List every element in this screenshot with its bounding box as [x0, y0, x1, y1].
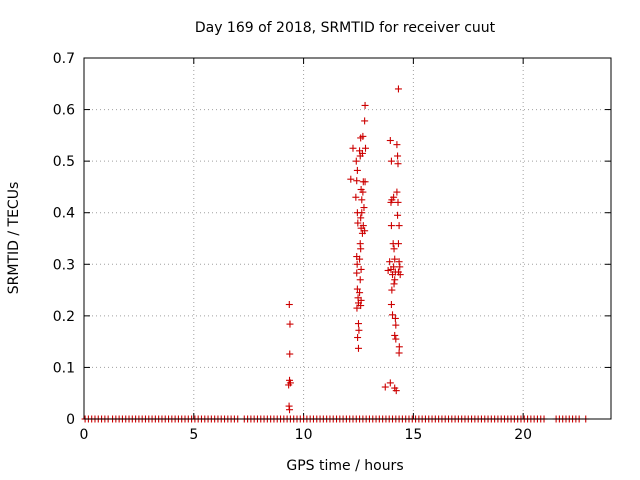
data-point	[286, 379, 294, 387]
data-point	[356, 276, 364, 284]
data-point	[393, 188, 401, 196]
data-point	[395, 343, 403, 351]
data-point	[356, 255, 364, 263]
x-tick-label: 0	[80, 427, 89, 443]
data-point	[386, 137, 394, 145]
y-axis-label: SRMTID / TECUs	[6, 182, 22, 295]
data-point	[353, 166, 361, 174]
data-point	[391, 331, 399, 339]
data-point	[391, 384, 399, 392]
data-point	[354, 320, 362, 328]
data-point	[357, 245, 365, 253]
data-point	[393, 141, 401, 149]
plot-frame	[83, 57, 612, 420]
data-point	[391, 314, 399, 322]
data-point	[392, 335, 400, 343]
data-point	[386, 379, 394, 387]
x-axis-label: GPS time / hours	[286, 458, 403, 474]
data-point	[390, 263, 398, 271]
x-tick-label: 20	[514, 427, 532, 443]
y-tick-label: 0.5	[53, 154, 75, 170]
data-point	[394, 152, 402, 160]
data-point	[357, 265, 365, 273]
y-tick-label: 0.7	[53, 51, 75, 67]
data-point	[358, 209, 366, 217]
y-tick-label: 0	[66, 412, 75, 428]
x-tick-label: 10	[295, 427, 313, 443]
data-point	[361, 178, 369, 186]
data-point	[358, 196, 366, 204]
data-point	[386, 258, 394, 266]
data-point	[390, 245, 398, 253]
data-point	[360, 204, 368, 212]
data-points	[81, 85, 590, 423]
data-point	[390, 280, 398, 288]
data-point	[394, 198, 402, 206]
x-tick-label: 15	[404, 427, 422, 443]
data-point	[388, 286, 396, 294]
data-point	[347, 175, 355, 183]
data-point	[352, 157, 360, 165]
data-point	[354, 334, 362, 342]
data-point	[396, 271, 404, 279]
data-point	[361, 117, 369, 125]
data-point	[286, 320, 294, 328]
data-point	[390, 193, 398, 201]
data-point	[359, 132, 367, 140]
data-point	[396, 263, 404, 271]
data-point	[394, 85, 402, 93]
y-tick-label: 0.2	[53, 309, 75, 325]
data-point	[285, 301, 293, 309]
chart-title: Day 169 of 2018, SRMTID for receiver cuu…	[195, 20, 496, 36]
data-point	[355, 326, 363, 334]
data-point	[286, 350, 294, 358]
y-tick-label: 0.3	[53, 257, 75, 273]
axis-ticks	[83, 57, 611, 420]
data-point	[357, 214, 365, 222]
data-point	[395, 349, 403, 357]
data-point	[353, 177, 361, 185]
data-point	[391, 276, 399, 284]
data-point	[353, 269, 361, 277]
y-tick-labels: 0 0.1 0.2 0.3 0.4 0.5 0.6 0.7	[53, 51, 75, 428]
data-point	[381, 383, 389, 391]
data-point	[387, 157, 395, 165]
data-point	[357, 302, 365, 310]
data-point	[391, 255, 399, 263]
data-point	[349, 144, 357, 152]
y-tick-label: 0.1	[53, 360, 75, 376]
data-point	[353, 285, 361, 293]
data-point	[395, 222, 403, 230]
data-point	[359, 188, 367, 196]
data-point	[354, 344, 362, 352]
data-point	[354, 219, 362, 227]
data-point	[362, 144, 370, 152]
data-point	[356, 289, 364, 297]
data-point	[352, 193, 360, 201]
data-point	[286, 406, 294, 414]
data-point	[389, 311, 397, 319]
y-tick-label: 0.4	[53, 206, 75, 222]
data-point	[392, 321, 400, 329]
data-point	[353, 260, 361, 268]
data-point	[361, 227, 369, 235]
data-point	[387, 301, 395, 309]
data-point	[361, 101, 369, 109]
data-point	[353, 304, 361, 312]
data-point	[387, 222, 395, 230]
x-tick-label: 5	[189, 427, 198, 443]
x-tick-labels: 0 5 10 15 20	[80, 427, 533, 443]
data-point	[394, 160, 402, 168]
data-point	[394, 240, 402, 248]
data-point	[394, 211, 402, 219]
data-point	[358, 149, 366, 157]
data-point	[395, 258, 403, 266]
grid	[84, 58, 611, 419]
y-tick-label: 0.6	[53, 103, 75, 119]
data-point	[359, 222, 367, 230]
